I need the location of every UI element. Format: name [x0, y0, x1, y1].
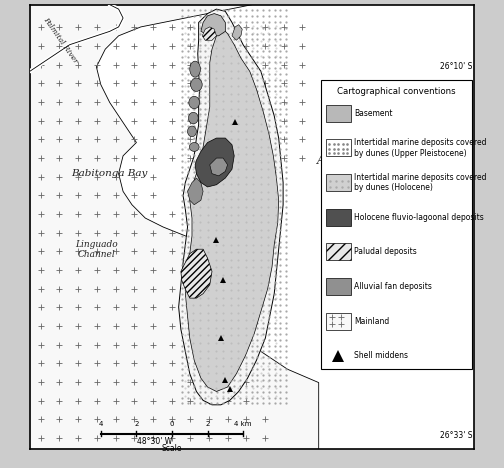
Text: 2: 2	[134, 422, 139, 427]
Text: 26°10' S: 26°10' S	[439, 62, 472, 72]
Text: Basement: Basement	[354, 109, 393, 117]
Polygon shape	[201, 14, 225, 36]
Ellipse shape	[190, 142, 199, 152]
Text: Intertidal marine deposits covered
by dunes (Upper Pleistocene): Intertidal marine deposits covered by du…	[354, 138, 487, 158]
Ellipse shape	[191, 78, 202, 91]
Polygon shape	[195, 138, 234, 187]
Text: Babitonga Bay: Babitonga Bay	[72, 169, 148, 178]
Polygon shape	[30, 5, 319, 449]
Ellipse shape	[190, 61, 201, 77]
Polygon shape	[187, 178, 203, 205]
Text: 0: 0	[170, 422, 174, 427]
Text: 4: 4	[99, 422, 103, 427]
Bar	[326, 243, 351, 260]
Text: 4 km: 4 km	[234, 422, 252, 427]
Text: Alluvial fan deposits: Alluvial fan deposits	[354, 282, 432, 291]
Ellipse shape	[187, 126, 197, 137]
Text: Palmital River: Palmital River	[42, 15, 80, 65]
Text: Holocene fluvio-lagoonal deposits: Holocene fluvio-lagoonal deposits	[354, 212, 484, 222]
Text: Atlantic Ocean: Atlantic Ocean	[317, 154, 410, 167]
Bar	[326, 105, 351, 122]
Text: Intertidal marine deposits covered
by dunes (Holocene): Intertidal marine deposits covered by du…	[354, 173, 487, 192]
Polygon shape	[232, 25, 242, 40]
Text: 48°30' W: 48°30' W	[137, 437, 172, 446]
Text: Linguado
Channel: Linguado Channel	[75, 240, 118, 259]
Bar	[326, 313, 351, 329]
Bar	[326, 174, 351, 191]
Bar	[326, 209, 351, 226]
Bar	[321, 80, 472, 369]
Polygon shape	[178, 9, 283, 405]
Text: Paludal deposits: Paludal deposits	[354, 248, 417, 256]
Text: Mainland: Mainland	[354, 317, 390, 326]
Polygon shape	[210, 158, 227, 176]
Ellipse shape	[189, 96, 200, 109]
Bar	[326, 278, 351, 295]
Polygon shape	[185, 27, 279, 391]
Text: Scale: Scale	[162, 444, 182, 453]
Ellipse shape	[188, 112, 198, 124]
Text: 2: 2	[205, 422, 210, 427]
Text: 26°33' S: 26°33' S	[439, 431, 472, 440]
Text: Shell middens: Shell middens	[354, 351, 408, 360]
Polygon shape	[181, 249, 212, 298]
Bar	[326, 139, 351, 156]
Polygon shape	[202, 27, 216, 40]
Text: Cartographical conventions: Cartographical conventions	[337, 87, 456, 96]
